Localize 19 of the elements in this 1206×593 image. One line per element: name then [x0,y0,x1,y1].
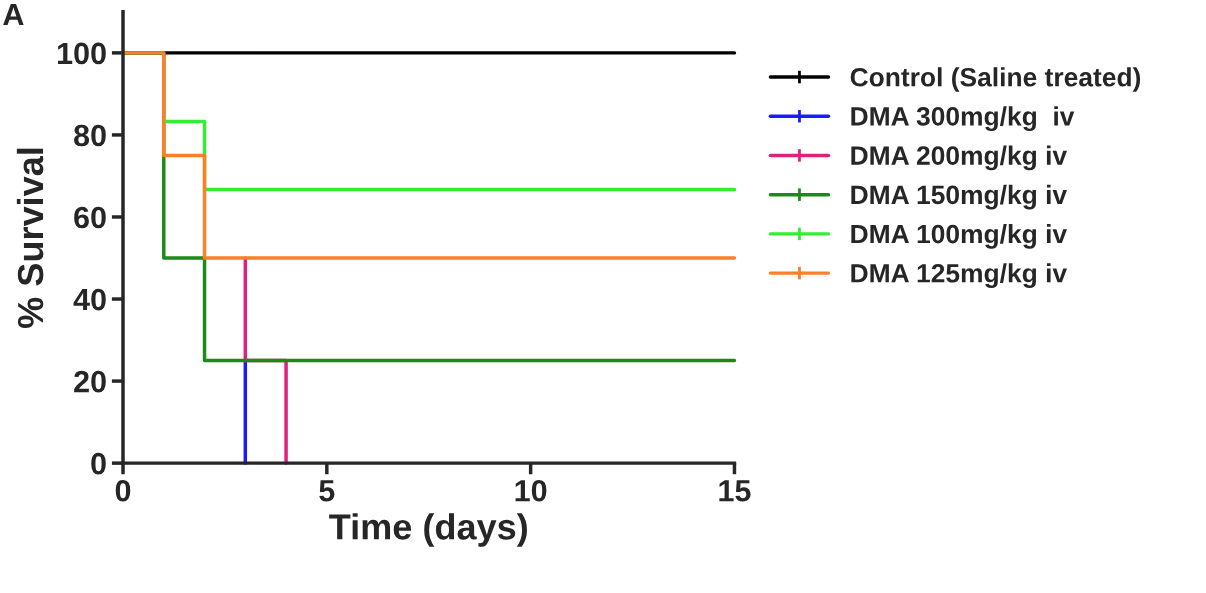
legend-label: DMA 125mg/kg iv [851,263,1067,288]
x-tick-label: 5 [319,480,335,502]
legend-label: DMA 200mg/kg iv [851,145,1067,171]
legend-label: DMA 150mg/kg iv [851,184,1067,210]
x-tick-label: 0 [115,479,131,502]
y-tick-label: 40 [73,288,106,311]
y-tick-label: 80 [74,124,106,147]
y-tick-label: 60 [74,206,106,229]
y-tick-label: 20 [74,370,106,393]
y-tick-label: 0 [91,452,106,475]
legend-label: DMA 300mg/kg iv [851,106,1075,132]
x-axis-title: Time (days) [329,513,527,547]
legend-label: DMA 100mg/kg iv [851,224,1067,249]
y-tick-label: 100 [57,42,106,65]
legend-label: Control (Saline treated) [850,67,1141,92]
y-axis-title: % Survival [16,148,44,328]
text: A [3,4,24,26]
x-tick-label: 15 [719,480,751,502]
x-tick-label: 10 [515,479,547,502]
